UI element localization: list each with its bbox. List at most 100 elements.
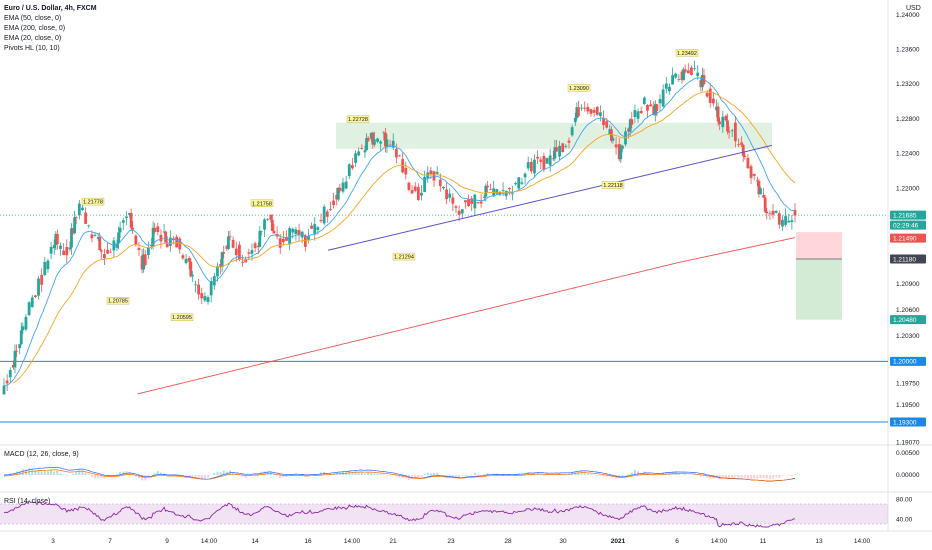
candle: [432, 170, 436, 187]
candle-body: [335, 194, 339, 200]
candle-body: [109, 251, 113, 253]
candle: [536, 150, 540, 164]
candle: [702, 68, 706, 86]
macd-bar: [75, 472, 78, 475]
macd-bar: [285, 475, 288, 478]
candle-body: [693, 68, 696, 70]
y-tick-label: 1.20600: [896, 307, 920, 314]
x-tick-label: 6: [675, 538, 679, 545]
candle: [619, 144, 623, 164]
candle-body: [164, 231, 168, 243]
candle: [542, 152, 546, 173]
candle-body: [617, 144, 621, 160]
candle-body: [62, 250, 66, 256]
candle-body: [680, 71, 684, 81]
macd-bar: [772, 475, 775, 479]
candle-body: [30, 297, 34, 308]
candle: [55, 229, 59, 250]
macd-bar: [759, 475, 762, 479]
candle: [533, 154, 536, 177]
candle-body: [150, 245, 153, 247]
candle: [438, 173, 442, 192]
candle: [567, 137, 571, 149]
candle-body: [755, 180, 759, 182]
candle-body: [716, 106, 720, 122]
candle: [258, 225, 262, 248]
rsi-y-tick: 80.00: [896, 497, 913, 504]
macd-bar: [684, 473, 687, 475]
chart-legend: Euro / U.S. Dollar, 4h, FXCM EMA (50, cl…: [4, 4, 97, 54]
candle: [278, 234, 282, 255]
price-badge-text: 1.20000: [893, 359, 917, 366]
candle-body: [743, 155, 747, 157]
macd-bar: [728, 475, 731, 479]
macd-bar: [244, 475, 247, 478]
candle-body: [683, 69, 687, 72]
candle: [250, 243, 254, 261]
macd-bar: [486, 473, 489, 475]
candle-body: [250, 250, 254, 254]
candle-body: [143, 254, 147, 265]
candle-body: [555, 147, 558, 152]
candle: [27, 301, 31, 317]
candle: [464, 200, 467, 209]
macd-bar: [222, 470, 225, 475]
indicator-ema20[interactable]: EMA (20, close, 0): [4, 35, 62, 42]
macd-bar: [119, 471, 122, 475]
candle: [649, 100, 653, 107]
macd-bar: [750, 475, 753, 479]
macd-bar: [207, 475, 210, 478]
candle-body: [553, 147, 557, 159]
macd-bar: [172, 475, 175, 476]
indicator-ema50[interactable]: EMA (50, close, 0): [4, 15, 62, 22]
macd-bar: [153, 473, 156, 475]
currency-label: USD: [906, 5, 921, 12]
macd-bar: [420, 475, 423, 477]
ema50-line: [13, 91, 796, 384]
pivot-label-box: [250, 199, 274, 207]
candle: [329, 201, 332, 211]
price-badge-level: 1.20000: [890, 356, 926, 366]
candle-body: [639, 110, 643, 114]
candle: [721, 110, 725, 133]
indicator-pivots[interactable]: Pivots HL (10, 10): [4, 45, 60, 52]
macd-y-tick: 0.00000: [896, 472, 920, 479]
candle-body: [159, 234, 163, 242]
candle: [653, 100, 657, 122]
macd-bar: [787, 475, 790, 476]
candle: [241, 254, 244, 267]
macd-y-tick: 0.00500: [896, 450, 920, 457]
candle-body: [413, 186, 417, 191]
candle: [726, 113, 729, 135]
indicator-ema200[interactable]: EMA (200, close, 0): [4, 25, 66, 32]
candle: [633, 104, 637, 124]
candle: [759, 186, 762, 195]
candle-body: [197, 284, 201, 295]
macd-bar: [379, 474, 382, 475]
macd-bar: [46, 471, 49, 475]
candle-body: [454, 206, 458, 208]
macd-bar: [128, 472, 131, 475]
candle: [674, 72, 678, 80]
candle: [275, 226, 279, 240]
candle-body: [19, 330, 23, 345]
candle-body: [677, 79, 681, 80]
price-badge-countdown: 02:29:46: [890, 220, 926, 230]
candle-body: [187, 258, 191, 262]
candle: [206, 295, 210, 305]
candle-body: [263, 219, 266, 230]
macd-bar: [254, 473, 257, 475]
candle: [74, 216, 78, 225]
candle: [781, 215, 784, 231]
candle-body: [784, 216, 787, 225]
candle: [322, 204, 326, 226]
candle: [12, 360, 15, 370]
candle: [454, 204, 458, 213]
candle-body: [307, 236, 310, 240]
pivot-label-box: [567, 84, 591, 92]
candle-body: [354, 153, 357, 163]
macd-bar: [775, 475, 778, 478]
candle-body: [371, 132, 375, 145]
candle: [727, 126, 731, 139]
